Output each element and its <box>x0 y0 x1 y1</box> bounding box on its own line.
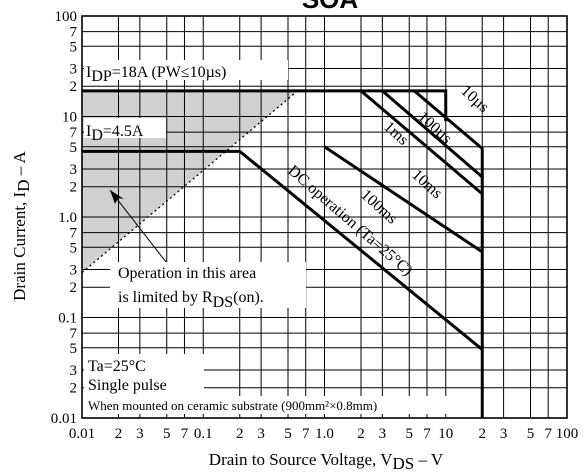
x-tick-label: 3 <box>379 426 387 442</box>
ta-note: Ta=25°C <box>88 358 146 375</box>
x-tick-label: 7 <box>423 426 431 442</box>
chart-title: SOA <box>302 0 359 14</box>
soa-curves <box>82 89 484 418</box>
y-tick-label: 7 <box>70 326 78 342</box>
rds-note-bg <box>110 262 306 308</box>
x-tick-label: 100 <box>556 426 579 442</box>
id-label: ID=4.5A <box>86 123 144 144</box>
rds-note-line2: is limited by RDS(on). <box>118 289 264 311</box>
y-tick-label: 100 <box>55 9 78 25</box>
soa-curve-100ms <box>323 145 484 254</box>
y-tick-label: 7 <box>70 125 78 141</box>
y-tick-label: 3 <box>70 62 78 78</box>
y-axis-label-subscript: D <box>14 180 33 192</box>
x-tick-label: 3 <box>136 426 144 442</box>
rds-note-line1: Operation in this area <box>118 265 256 282</box>
idp-label-bg <box>84 60 288 80</box>
y-tick-label: 2 <box>70 280 78 296</box>
y-tick-label: 5 <box>70 39 78 55</box>
conditions-bg <box>84 354 204 396</box>
y-tick-label: 0.1 <box>58 311 77 327</box>
y-tick-label: 2 <box>70 79 78 95</box>
x-tick-label: 2 <box>236 426 244 442</box>
x-tick-label: 3 <box>500 426 508 442</box>
y-tick-label: 1.0 <box>58 210 77 226</box>
rds-on-limit-line <box>81 90 299 274</box>
x-axis-label-text: Drain to Source Voltage, V <box>209 450 393 469</box>
x-tick-label: 7 <box>544 426 552 442</box>
soa-curve-dc-operation <box>82 149 484 351</box>
x-axis-label-unit: – V <box>417 450 443 469</box>
curve-label-10us: 10µs <box>457 82 492 116</box>
x-tick-label: 5 <box>527 426 535 442</box>
y-tick-label: 2 <box>70 381 78 397</box>
x-tick-label: 0.01 <box>69 426 95 442</box>
x-axis-label: Drain to Source Voltage, VDS – V <box>209 450 444 473</box>
y-tick-label: 3 <box>70 162 78 178</box>
x-tick-label: 0.1 <box>194 426 213 442</box>
x-tick-label: 5 <box>163 426 171 442</box>
y-tick-label: 3 <box>70 263 78 279</box>
mount-note: When mounted on ceramic substrate (900mm… <box>88 398 377 413</box>
soa-curve-100-s <box>413 89 484 418</box>
y-tick-label: 5 <box>70 240 78 256</box>
soa-curve-10ms <box>360 89 484 195</box>
plot-frame <box>81 15 568 419</box>
mount-note-bg <box>84 396 470 414</box>
x-axis-label-subscript: DS <box>392 454 414 473</box>
y-tick-label: 3 <box>70 363 78 379</box>
y-axis-label-unit: – A <box>10 150 29 176</box>
x-tick-label: 2 <box>115 426 123 442</box>
idp-label: IDP=18A (PW≤10µs) <box>86 64 226 85</box>
x-tick-label: 10 <box>438 426 453 442</box>
pulse-note: Single pulse <box>88 377 167 394</box>
x-tick-label: 7 <box>302 426 310 442</box>
y-tick-label: 5 <box>70 341 78 357</box>
grid <box>82 16 567 418</box>
y-tick-label: 5 <box>70 140 78 156</box>
x-tick-label: 2 <box>357 426 365 442</box>
soa-curve-1ms <box>381 89 484 179</box>
x-tick-label: 1.0 <box>315 426 334 442</box>
y-axis-label-text: Drain Current, I <box>10 191 29 300</box>
soa-curve-10-s <box>82 89 448 122</box>
x-tick-label: 3 <box>257 426 265 442</box>
x-axis-ticks: 0.01 2 3 5 7 0.1 2 3 5 7 1.0 2 3 5 7 10 2 3 5 7 100 <box>69 426 578 442</box>
curve-label-1ms: 1ms <box>380 118 411 148</box>
x-tick-label: 5 <box>406 426 414 442</box>
y-tick-label: 0.01 <box>51 411 77 427</box>
id-label-bg <box>84 118 166 138</box>
y-axis-label: Drain Current, ID – A <box>10 150 33 300</box>
x-tick-label: 5 <box>284 426 292 442</box>
y-tick-label: 7 <box>70 226 78 242</box>
dc-operation-label: DC operation (Ta=25°C) <box>284 162 415 279</box>
x-tick-label: 7 <box>181 426 189 442</box>
y-tick-label: 7 <box>70 25 78 41</box>
y-tick-label: 2 <box>70 180 78 196</box>
arrow-icon <box>109 189 167 263</box>
y-tick-label: 10 <box>62 110 77 126</box>
x-tick-label: 2 <box>478 426 486 442</box>
